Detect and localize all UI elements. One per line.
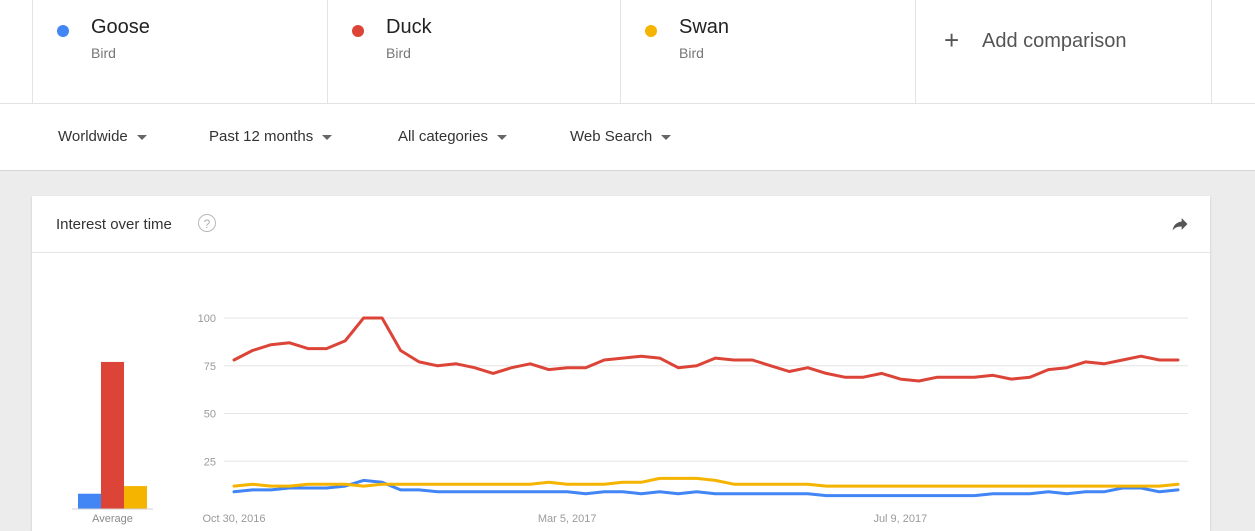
average-bar-duck [101, 361, 124, 509]
filter-search-type-dropdown[interactable]: Web Search [570, 128, 672, 145]
y-tick-label: 75 [204, 361, 216, 373]
add-comparison-button[interactable]: + Add comparison [915, 0, 1212, 103]
swan-color-dot [645, 25, 657, 37]
term-type: Bird [386, 45, 411, 61]
x-tick-label: Mar 5, 2017 [538, 513, 597, 525]
y-tick-label: 50 [204, 409, 216, 421]
term-name: Duck [386, 16, 432, 38]
card-title: Interest over time [56, 216, 172, 233]
caret-down-icon [136, 134, 147, 140]
interest-over-time-card: Interest over time ? 25 50 75 100 Oct 30, 20… [32, 196, 1210, 531]
filter-label: Past 12 months [209, 128, 314, 145]
filter-label: All categories [398, 128, 489, 145]
term-type: Bird [91, 45, 116, 61]
caret-down-icon [661, 134, 672, 140]
filter-label: Web Search [570, 128, 653, 145]
term-type: Bird [679, 45, 704, 61]
share-icon[interactable] [1170, 214, 1190, 234]
filter-region-dropdown[interactable]: Worldwide [58, 128, 147, 145]
series-line-swan [232, 476, 1180, 488]
term-duck[interactable]: Duck Bird [327, 0, 621, 103]
filters-bar: Worldwide Past 12 months All categories … [0, 104, 1255, 170]
plus-icon: + [944, 25, 960, 55]
filter-label: Worldwide [58, 128, 128, 145]
filter-time-dropdown[interactable]: Past 12 months [209, 128, 333, 145]
add-comparison-label: Add comparison [982, 30, 1127, 52]
help-circle-icon[interactable]: ? [198, 214, 216, 232]
average-bar-goose [78, 493, 101, 509]
term-name: Goose [91, 16, 150, 38]
series-line-duck [232, 316, 1180, 383]
card-header: Interest over time ? [32, 196, 1210, 253]
y-tick-label: 100 [198, 313, 216, 325]
comparison-terms-bar: Goose Bird Duck Bird Swan Bird + Add com… [0, 0, 1255, 104]
x-tick-label: Oct 30, 2016 [203, 513, 266, 525]
average-bar-swan [124, 486, 147, 509]
series-line-goose [232, 478, 1180, 498]
term-goose[interactable]: Goose Bird [32, 0, 328, 103]
caret-down-icon [322, 134, 333, 140]
interest-chart: 25 50 75 100 Oct 30, 2016 Mar 5, 2017 Jul 9, 2… [72, 313, 1188, 525]
goose-color-dot [57, 25, 69, 37]
term-swan[interactable]: Swan Bird [620, 0, 916, 103]
caret-down-icon [497, 134, 508, 140]
y-tick-label: 25 [204, 456, 216, 468]
x-tick-label: Jul 9, 2017 [873, 513, 927, 525]
filter-category-dropdown[interactable]: All categories [398, 128, 508, 145]
duck-color-dot [352, 25, 364, 37]
average-label: Average [92, 513, 133, 525]
term-name: Swan [679, 16, 730, 38]
explore-header: Goose Bird Duck Bird Swan Bird + Add com… [0, 0, 1255, 171]
